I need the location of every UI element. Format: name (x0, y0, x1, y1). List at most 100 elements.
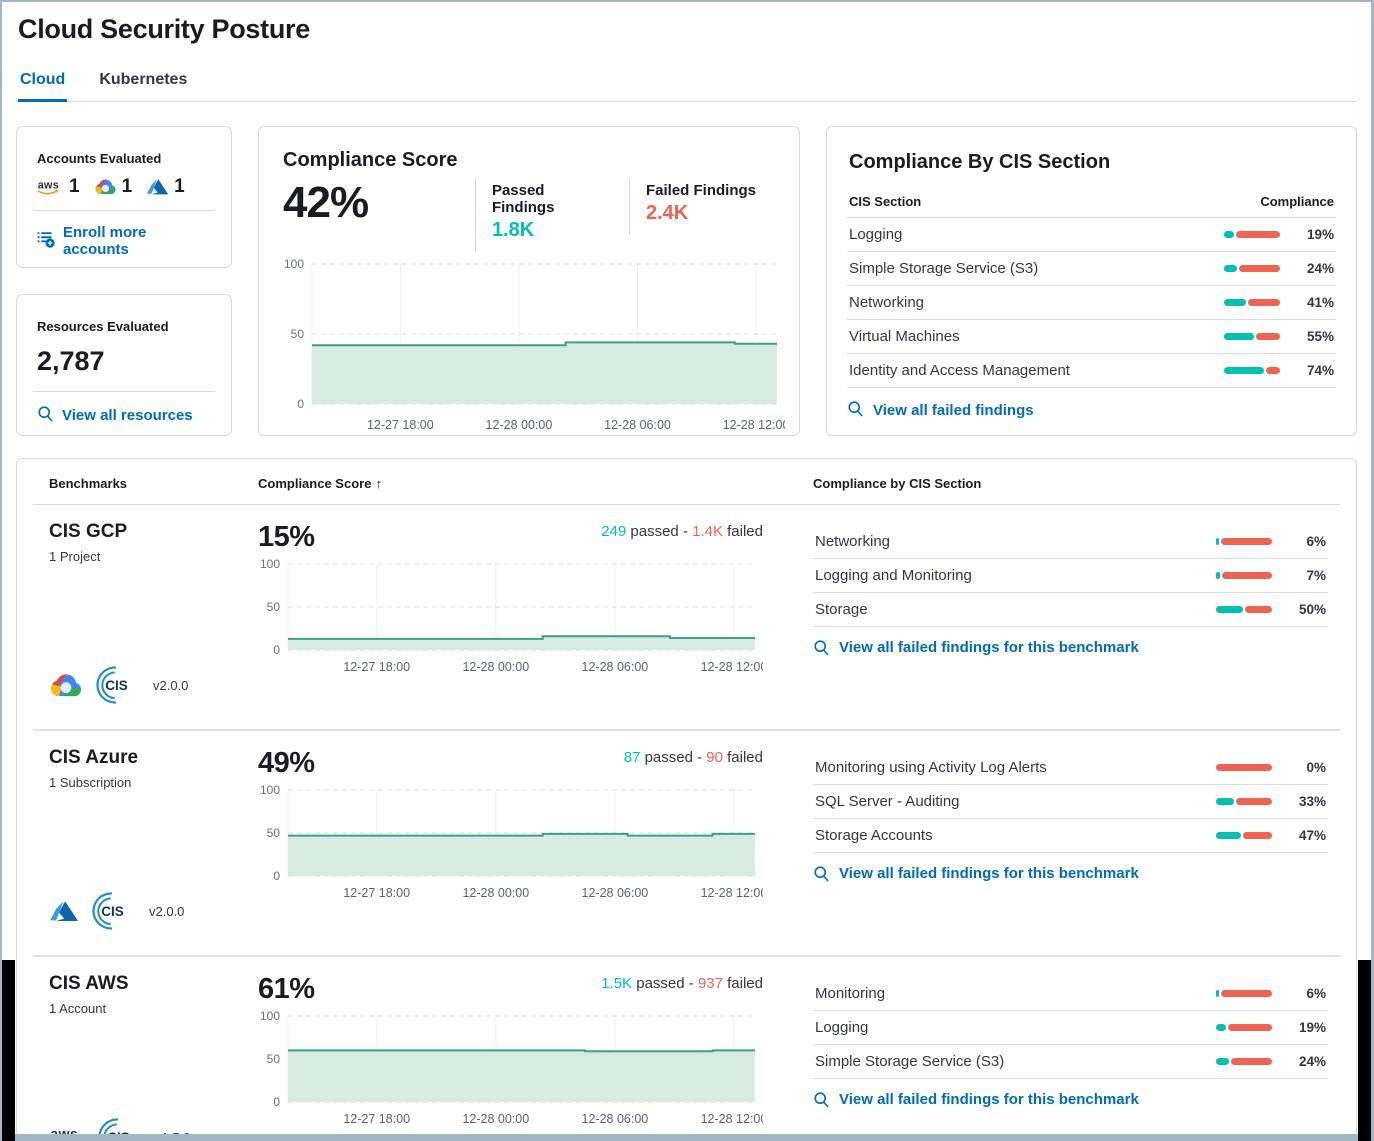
benchmark-name: CIS Azure (49, 747, 139, 768)
cis-section-rows: Logging 19% Simple Storage Service (S3) 24%… (847, 218, 1336, 388)
benchmark-passed-failed: 87 passed - 90 failed (623, 749, 763, 766)
compliance-bar (1224, 367, 1280, 374)
compliance-bar (1224, 299, 1280, 306)
cis-section-row: Logging 19% (847, 218, 1336, 252)
benchmark-logos: CIS v2.0.0 (49, 891, 258, 935)
svg-text:0: 0 (273, 1095, 280, 1109)
benchmark-row-gcp: CIS GCP 1 Project CIS v2.0.0 15% 249 passed … (33, 505, 1340, 731)
compliance-bar (1216, 538, 1272, 545)
compliance-score-title: Compliance Score (283, 149, 458, 171)
cis-table-header: CIS Section Compliance (847, 180, 1336, 218)
cis-section-percentage: 6% (1306, 986, 1326, 1001)
svg-text:12-27 18:00: 12-27 18:00 (343, 1112, 410, 1126)
azure-logo (50, 900, 79, 921)
page-title: Cloud Security Posture (18, 14, 310, 44)
azure-count-value: 1 (174, 176, 185, 197)
svg-text:12-27 18:00: 12-27 18:00 (343, 660, 410, 674)
cis-section-row: Virtual Machines 55% (847, 320, 1336, 354)
benchmark-cis-sections: Monitoring 6% Logging 19% Simple Storage Ser… (803, 973, 1340, 1141)
view-all-failed-findings-link[interactable]: View all failed findings (847, 400, 1336, 421)
cis-section-row: Storage 50% (813, 593, 1328, 627)
resources-count: 2,787 (37, 346, 105, 376)
svg-text:100: 100 (260, 1010, 280, 1023)
cis-section-name: Identity and Access Management (849, 362, 1070, 379)
enroll-more-accounts-label: Enroll more accounts (63, 224, 147, 258)
search-icon (814, 866, 829, 882)
compliance-bar (1224, 231, 1280, 238)
cis-section-percentage: 19% (1298, 1020, 1326, 1035)
cis-section-percentage: 47% (1298, 828, 1326, 843)
cis-section-row: Identity and Access Management 74% (847, 354, 1336, 388)
passed-findings-value[interactable]: 1.8K (491, 219, 535, 241)
compliance-score-trend-chart: 100 50 0 12-27 18:00 12-28 00:00 12-28 06:00 1… (284, 257, 785, 432)
cis-section-row: Logging 19% (813, 1011, 1328, 1045)
cis-section-name: Virtual Machines (849, 328, 960, 345)
divider (33, 391, 215, 392)
benchmark-name: CIS GCP (49, 521, 128, 542)
compliance-score-sort-label: Compliance Score (258, 476, 372, 491)
cis-section-percentage: 74% (1306, 363, 1334, 378)
svg-text:12-28 00:00: 12-28 00:00 (486, 418, 553, 432)
benchmark-score: 61% (258, 973, 315, 1005)
benchmark-passed-count[interactable]: 249 (601, 523, 627, 540)
cis-section-column-header: CIS Section (849, 194, 922, 209)
svg-text:100: 100 (284, 257, 304, 271)
compliance-bar (1224, 265, 1280, 272)
benchmark-passed-count[interactable]: 87 (623, 749, 641, 766)
aws-logo: aws (38, 179, 59, 195)
search-icon (848, 401, 863, 417)
view-all-failed-findings-benchmark-link[interactable]: View all failed findings for this benchm… (813, 1091, 1328, 1108)
tab-kubernetes[interactable]: Kubernetes (99, 71, 188, 88)
letterbox-right (1358, 960, 1371, 1141)
view-all-resources-link[interactable]: View all resources (37, 405, 215, 426)
svg-text:12-28 00:00: 12-28 00:00 (462, 886, 529, 900)
benchmarks-table-card: Benchmarks Compliance Score ↑ Compliance … (16, 458, 1357, 1141)
benchmark-cis-sections: Networking 6% Logging and Monitoring 7% Stor… (803, 521, 1340, 709)
failed-findings-label: Failed Findings (646, 182, 757, 199)
svg-text:12-28 00:00: 12-28 00:00 (462, 1112, 529, 1126)
tab-bar: Cloud Kubernetes (16, 71, 1357, 102)
cis-logo: CIS (96, 666, 128, 704)
cis-section-name: SQL Server - Auditing (815, 793, 960, 810)
compliance-score-column-header[interactable]: Compliance Score ↑ (258, 476, 803, 491)
cis-section-percentage: 50% (1298, 602, 1326, 617)
svg-text:50: 50 (267, 600, 281, 614)
compliance-bar (1216, 798, 1272, 805)
aws-account-count: aws 1 (37, 176, 80, 198)
cis-section-name: Storage Accounts (815, 827, 933, 844)
view-all-failed-findings-benchmark-link[interactable]: View all failed findings for this benchm… (813, 639, 1328, 656)
accounts-evaluated-card: Accounts Evaluated aws 1 1 1 Enroll more… (16, 126, 232, 268)
benchmark-passed-count[interactable]: 1.5K (601, 975, 633, 992)
svg-text:0: 0 (297, 397, 304, 411)
cis-section-percentage: 0% (1306, 760, 1326, 775)
search-icon (847, 400, 864, 421)
view-all-failed-findings-benchmark-link[interactable]: View all failed findings for this benchm… (813, 865, 1328, 882)
benchmark-failed-count[interactable]: 937 (697, 975, 723, 992)
svg-text:12-28 12:00: 12-28 12:00 (701, 1112, 763, 1126)
failed-findings-value[interactable]: 2.4K (646, 202, 689, 224)
view-all-failed-findings-benchmark-label: View all failed findings for this benchm… (839, 639, 1139, 656)
compliance-bar (1216, 572, 1272, 579)
failed-findings-stat: Failed Findings 2.4K (629, 178, 757, 235)
cis-section-percentage: 41% (1306, 295, 1334, 310)
letterbox-left (2, 960, 15, 1141)
gcp-count-value: 1 (121, 176, 133, 197)
tab-cloud[interactable]: Cloud (18, 71, 68, 102)
window-bottom-border (15, 1134, 1358, 1141)
svg-text:100: 100 (260, 558, 280, 571)
search-icon (814, 1092, 829, 1108)
cis-section-card-title: Compliance By CIS Section (849, 151, 1111, 173)
view-all-failed-findings-label: View all failed findings (873, 402, 1034, 419)
cis-section-percentage: 24% (1298, 1054, 1326, 1069)
benchmark-failed-count[interactable]: 1.4K (692, 523, 723, 540)
svg-text:12-28 06:00: 12-28 06:00 (582, 1112, 649, 1126)
benchmark-failed-count[interactable]: 90 (706, 749, 723, 766)
svg-text:CIS: CIS (101, 904, 124, 919)
cis-azure-trend-chart: 100 50 0 12-27 18:00 12-28 00:00 12-28 06:00 1… (260, 784, 763, 900)
enroll-more-accounts-link[interactable]: Enroll more accounts (37, 224, 215, 258)
compliance-bar (1216, 832, 1272, 839)
cis-section-row: SQL Server - Auditing 33% (813, 785, 1328, 819)
cis-section-percentage: 24% (1306, 261, 1334, 276)
view-all-resources-label: View all resources (62, 407, 193, 424)
